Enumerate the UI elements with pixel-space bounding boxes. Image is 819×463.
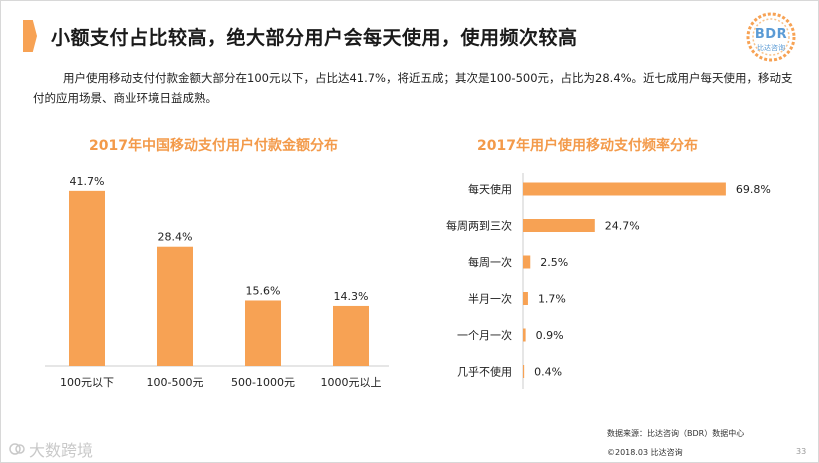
amount-distribution-chart: 41.7% 100元以下 28.4% 100-500元 15.6% 500-1000元 14… [45,175,389,389]
data-source: 数据来源：比达咨询（BDR）数据中心 [607,429,745,438]
chart-title-amount: 2017年中国移动支付用户付款金额分布 [89,138,338,154]
logo-subtext: 比达咨询 [757,44,785,52]
x-tick-label: 1000元以上 [321,376,382,389]
bar [523,292,528,305]
bdr-logo: BDR 比达咨询 [745,11,797,63]
bar-value-label: 15.6% [246,284,281,297]
bar-value-label: 0.9% [536,329,564,342]
bar [245,300,281,366]
y-tick-label: 几乎不使用 [457,366,512,379]
page-number: 33 [796,447,807,456]
bar-value-label: 28.4% [158,231,193,244]
bar-value-label: 1.7% [538,293,566,306]
bar-value-label: 24.7% [605,220,640,233]
summary-text: 用户使用移动支付付款金额大部分在100元以下，占比达41.7%，将近五成；其次是… [33,71,793,105]
bar-value-label: 0.4% [534,366,562,379]
bar [523,219,595,232]
x-tick-label: 100-500元 [147,376,204,389]
bar [523,255,531,269]
y-tick-label: 半月一次 [468,292,512,306]
y-tick-label: 每周两到三次 [446,219,512,233]
y-tick-label: 每天使用 [468,182,512,196]
bar [69,190,105,366]
bar-value-label: 2.5% [540,256,568,269]
bar [523,365,525,378]
title-bar: 小额支付占比较高，绝大部分用户会每天使用，使用频次较高 [23,19,578,53]
bar [157,246,193,366]
logo-ring-icon [746,12,796,62]
x-tick-label: 100元以下 [60,376,114,389]
frequency-distribution-chart: 每天使用 69.8% 每周两到三次 24.7% 每周一次 2.5% 半月一次 1.7% 一个月一… [446,173,771,389]
bar-value-label: 69.8% [736,183,771,196]
watermark-text: 大数跨境 [29,441,94,460]
x-tick-label: 500-1000元 [231,376,295,389]
logo-text: BDR [754,27,788,42]
bar [523,182,726,196]
bar-value-label: 14.3% [334,290,369,303]
bar [333,305,369,366]
bar-value-label: 41.7% [70,175,105,188]
y-tick-label: 每周一次 [468,255,512,269]
bar [523,328,526,342]
page-title: 小额支付占比较高，绝大部分用户会每天使用，使用频次较高 [51,26,578,49]
title-marker-icon [23,20,37,52]
y-tick-label: 一个月一次 [457,328,512,342]
watermark-icon [9,443,25,455]
copyright: ©2018.03 比达咨询 [607,448,683,457]
watermark: 大数跨境 [9,437,93,461]
chart-title-frequency: 2017年用户使用移动支付频率分布 [477,138,698,154]
